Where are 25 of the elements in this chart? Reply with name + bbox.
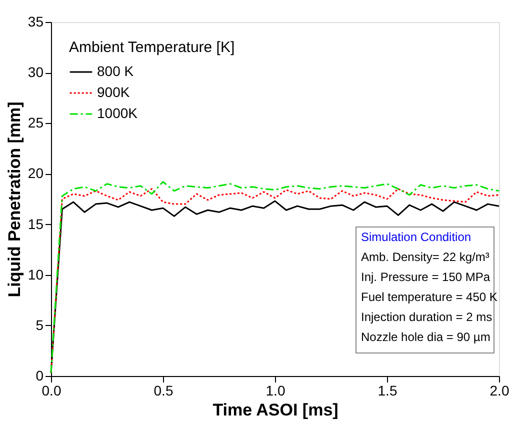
legend-title: Ambient Temperature [K] (69, 39, 235, 56)
legend-label: 900K (97, 84, 130, 100)
x-tick-label: 0.0 (42, 382, 62, 398)
annotation: Amb. Density= 22 kg/m³ (361, 250, 490, 264)
y-tick-label: 10 (28, 266, 44, 282)
y-axis-title: Liquid Penetration [mm] (4, 102, 24, 298)
legend-label: 800 K (97, 63, 134, 79)
y-tick-label: 30 (28, 64, 44, 80)
x-tick-label: 1.0 (266, 382, 286, 398)
annotation: Inj. Pressure = 150 MPa (361, 270, 490, 284)
annotation: Nozzle hole dia = 90 µm (361, 330, 490, 344)
y-tick-label: 5 (36, 316, 44, 333)
x-axis-title: Time ASOI [ms] (212, 400, 338, 420)
x-tick-label: 0.5 (154, 382, 174, 398)
y-tick-label: 15 (28, 216, 44, 232)
annotation: Simulation Condition (361, 230, 472, 244)
y-tick-label: 25 (28, 114, 44, 131)
x-tick-label: 2.0 (490, 382, 510, 398)
annotation: Injection duration = 2 ms (361, 310, 492, 324)
y-tick-label: 20 (28, 165, 44, 182)
annotation: Fuel temperature = 450 K (361, 290, 498, 304)
x-tick-label: 1.5 (378, 382, 398, 398)
y-tick-label: 35 (28, 14, 44, 30)
y-tick-label: 0 (36, 368, 44, 384)
legend-label: 1000K (97, 105, 138, 121)
